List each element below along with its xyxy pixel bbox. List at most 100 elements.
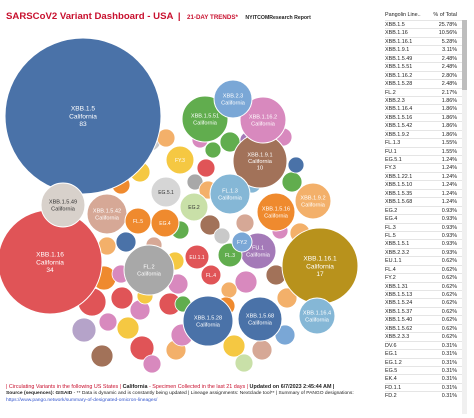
table-row[interactable]: XBB.1.5.49 2.48% <box>385 53 467 62</box>
table-row[interactable]: XBB.1.16.4 1.86% <box>385 104 467 112</box>
bubble-circle[interactable] <box>165 145 195 175</box>
bubble-circle[interactable] <box>150 176 182 208</box>
bubble-circle[interactable] <box>179 192 209 222</box>
table-row[interactable]: FY.3 1.24% <box>385 163 467 171</box>
bubble-mark[interactable] <box>115 231 137 253</box>
table-row[interactable]: EG.5 0.31% <box>385 365 467 374</box>
bubble-circle[interactable] <box>184 244 210 270</box>
bubble[interactable]: FL.4 <box>200 264 222 286</box>
bubble-circle[interactable] <box>200 264 222 286</box>
bubble[interactable]: FY.2 <box>231 231 253 253</box>
table-row[interactable]: XBB.1.5.24 0.62% <box>385 298 467 306</box>
table-row[interactable]: XBB.1.9.1 3.11% <box>385 45 467 53</box>
bubble-mark[interactable] <box>110 286 134 310</box>
table-row[interactable]: XBB.1.16.1 5.28% <box>385 36 467 45</box>
bubble-circle[interactable] <box>124 207 152 235</box>
table-row[interactable]: EG.1 0.31% <box>385 349 467 357</box>
table-row[interactable]: FU.1 1.55% <box>385 146 467 155</box>
table-scrollbar[interactable] <box>462 20 467 414</box>
table-row[interactable]: FL.4 0.62% <box>385 264 467 273</box>
table-row[interactable]: EG.1.2 0.31% <box>385 357 467 366</box>
table-row[interactable]: EG.4 0.93% <box>385 214 467 222</box>
table-row[interactable]: XBB.1.5.37 0.62% <box>385 306 467 315</box>
bubble-mark[interactable] <box>186 173 204 191</box>
bubble-mark[interactable] <box>196 158 216 178</box>
table-row[interactable]: XBB.1.5.68 1.24% <box>385 197 467 205</box>
table-row[interactable]: XBB.1.5.1 0.93% <box>385 239 467 247</box>
bubble-mark[interactable] <box>287 156 305 174</box>
bubble-circle[interactable] <box>40 182 86 228</box>
table-row[interactable]: FL.1.3 1.55% <box>385 138 467 146</box>
table-row[interactable]: XBB.1.16.2 2.80% <box>385 70 467 79</box>
bubble-mark[interactable] <box>90 344 114 368</box>
table-row[interactable]: XBB.1.5.62 0.62% <box>385 323 467 332</box>
bubble-circle[interactable] <box>256 192 296 232</box>
bubble-mark[interactable] <box>98 312 118 332</box>
table-row[interactable]: XBB.2.3.2 0.93% <box>385 247 467 256</box>
bubble-mark[interactable] <box>204 141 222 159</box>
table-row[interactable]: FL.3 0.93% <box>385 222 467 231</box>
bubble-mark[interactable] <box>142 354 162 374</box>
bubble-circle[interactable] <box>231 231 253 253</box>
bubble-mark[interactable] <box>199 214 221 236</box>
col-header-lineage[interactable]: Pangolin Line.. <box>385 12 421 18</box>
table-row[interactable]: XBB.1.5.28 2.48% <box>385 79 467 87</box>
bubble[interactable]: EG.4 <box>150 208 180 238</box>
table-row[interactable]: FD.2 0.31% <box>385 391 467 399</box>
bubble[interactable]: FY.3 <box>165 145 195 175</box>
table-row[interactable]: EG.2 0.93% <box>385 205 467 214</box>
table-row[interactable]: XBB.1.9.2 1.86% <box>385 129 467 138</box>
table-row[interactable]: XBB.1.5.10 1.24% <box>385 180 467 188</box>
bubble-circle[interactable] <box>123 244 175 296</box>
bubble[interactable]: FL.5 <box>124 207 152 235</box>
table-row[interactable]: XBB.2.3 1.86% <box>385 95 467 104</box>
bubble-circle[interactable] <box>182 295 234 347</box>
bubble[interactable]: EG.5.1 <box>150 176 182 208</box>
bubble-mark[interactable] <box>222 334 246 358</box>
bubble-mark[interactable] <box>129 335 155 361</box>
bubble-mark[interactable] <box>251 339 273 361</box>
table-row[interactable]: XBB.1.16 10.56% <box>385 28 467 36</box>
table-row[interactable]: XBB.1.5.16 1.86% <box>385 112 467 121</box>
col-header-pct[interactable]: % of Total <box>433 12 457 18</box>
bubble-mark[interactable] <box>71 317 97 343</box>
bubble-circle[interactable] <box>4 37 162 195</box>
bubble-circle[interactable] <box>209 173 251 215</box>
table-row[interactable]: XBB.1.5.40 0.62% <box>385 315 467 323</box>
bubble[interactable]: EG.2 <box>179 192 209 222</box>
table-row[interactable]: EG.5.1 1.24% <box>385 155 467 163</box>
table-row[interactable]: XBB.1.5 25.78% <box>385 20 467 28</box>
bubble-circle[interactable] <box>239 96 287 144</box>
bubble-circle[interactable] <box>298 297 336 335</box>
table-row[interactable]: XBB.1.5.51 2.48% <box>385 62 467 70</box>
scrollbar-thumb[interactable] <box>462 20 467 90</box>
table-row[interactable]: DV.6 0.31% <box>385 340 467 349</box>
table-row[interactable]: XBB.1.5.35 1.24% <box>385 188 467 197</box>
table-row[interactable]: XBB.1.5.42 1.86% <box>385 121 467 129</box>
bubble[interactable]: EU.1.1 <box>184 244 210 270</box>
table-row[interactable]: XBB.1.22.1 1.24% <box>385 171 467 180</box>
bubble-mark[interactable] <box>234 353 254 373</box>
bubble-circle[interactable] <box>213 79 253 119</box>
table-row[interactable]: EU.1.1 0.62% <box>385 256 467 264</box>
bubble-mark[interactable] <box>213 227 231 245</box>
table-row[interactable]: XBB.1.5.13 0.62% <box>385 290 467 298</box>
bubble-mark[interactable] <box>116 316 140 340</box>
bubble-mark[interactable] <box>220 281 238 299</box>
table-row[interactable]: XBB.2.3.3 0.62% <box>385 332 467 340</box>
bubble-mark[interactable] <box>234 270 258 294</box>
table-row[interactable]: FD.1.1 0.31% <box>385 382 467 391</box>
bubble-circle[interactable] <box>294 182 332 220</box>
